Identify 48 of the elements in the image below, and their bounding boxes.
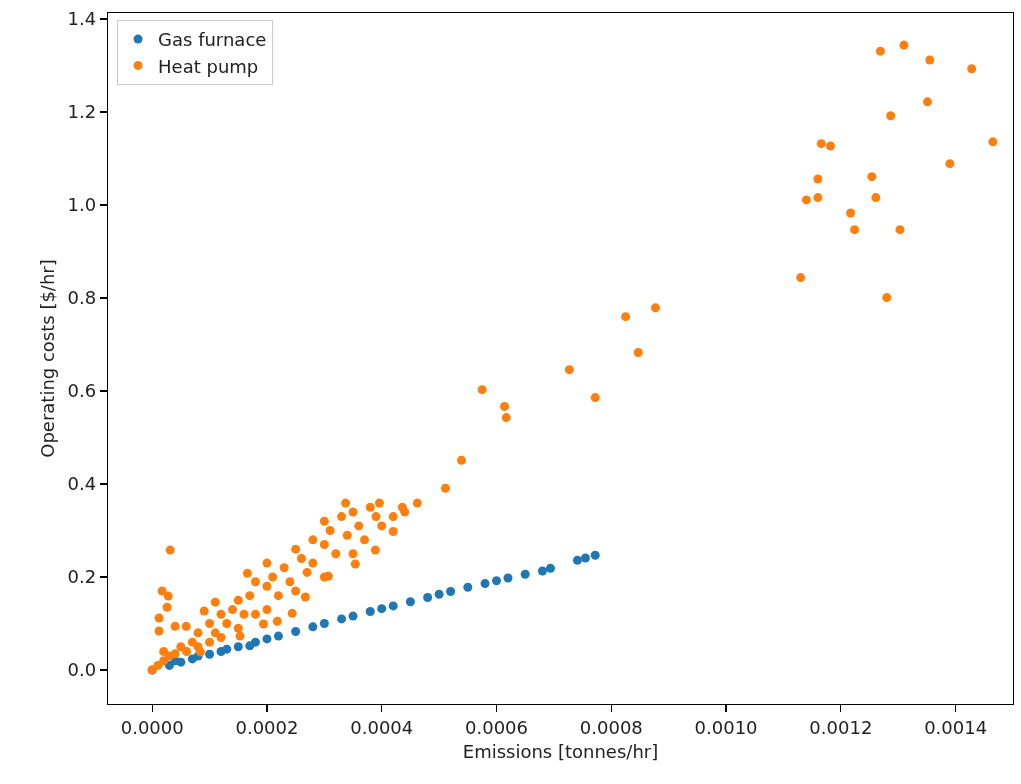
point xyxy=(262,634,272,644)
y-tick-label: 0.6 xyxy=(67,380,97,402)
point xyxy=(423,593,433,603)
point xyxy=(205,649,215,659)
point xyxy=(319,619,329,629)
y-tick-label: 0.4 xyxy=(67,473,97,495)
y-tick-label: 1.0 xyxy=(67,194,97,216)
point xyxy=(520,569,530,579)
x-tick-label: 0.0004 xyxy=(350,716,414,738)
x-tick-label: 0.0008 xyxy=(579,716,643,738)
point xyxy=(590,550,600,560)
point xyxy=(308,622,318,632)
point xyxy=(233,642,243,652)
x-tick-label: 0.0002 xyxy=(235,716,299,738)
legend-label: Heat pump xyxy=(158,55,259,77)
point xyxy=(291,626,301,636)
y-tick-label: 1.4 xyxy=(67,8,97,30)
point xyxy=(348,611,358,621)
y-tick-label: 0.8 xyxy=(67,287,97,309)
y-tick-label: 0.0 xyxy=(67,659,97,681)
point xyxy=(388,601,398,611)
point xyxy=(273,631,283,641)
point xyxy=(377,604,387,614)
x-tick-label: 0.0000 xyxy=(120,716,184,738)
legend-label: Gas furnace xyxy=(158,29,267,51)
point xyxy=(480,579,490,589)
x-tick-label: 0.0012 xyxy=(809,716,873,738)
point xyxy=(545,563,555,573)
point xyxy=(446,586,456,596)
x-tick-label: 0.0010 xyxy=(694,716,758,738)
point xyxy=(580,553,590,563)
point xyxy=(337,614,347,624)
point xyxy=(492,576,502,586)
y-axis-title: Operating costs [$/hr] xyxy=(36,259,58,458)
point xyxy=(463,582,473,592)
point xyxy=(434,589,444,599)
y-tick-label: 1.2 xyxy=(67,101,97,123)
point xyxy=(365,606,375,616)
y-tick-label: 0.2 xyxy=(67,566,97,588)
point xyxy=(503,573,513,583)
point xyxy=(537,566,547,576)
point xyxy=(245,641,255,651)
point xyxy=(405,597,415,607)
x-axis-title: Emissions [tonnes/hr] xyxy=(462,740,659,762)
x-tick-label: 0.0014 xyxy=(924,716,988,738)
x-tick-label: 0.0006 xyxy=(465,716,528,738)
point xyxy=(222,644,232,654)
point xyxy=(572,555,582,565)
